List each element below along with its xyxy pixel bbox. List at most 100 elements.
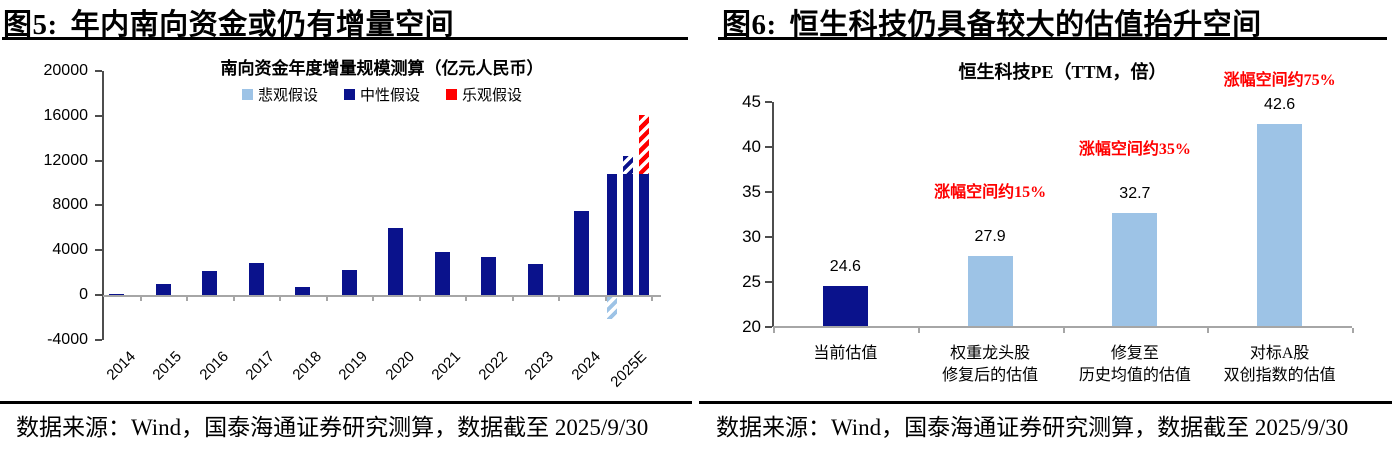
- figure6-category-label-2-line2: 修复后的估值: [942, 367, 1039, 384]
- figure6-bar-1: [822, 285, 868, 326]
- figure6-header: 图6: 恒生科技仍具备较大的估值抬升空间: [722, 1, 1262, 43]
- figure5-ytick--4000: [95, 338, 102, 341]
- figure6-x-tick-0: [773, 328, 775, 333]
- figure6-x-tick-2: [1062, 328, 1065, 333]
- figure5-bar-2017: [248, 262, 264, 295]
- figure5-legend-swatch-1: [241, 89, 253, 100]
- figure5-ytick-label-8000: 8000: [52, 196, 88, 214]
- figure6-y-axis: [772, 102, 774, 327]
- figure5-ytick-20000: [95, 70, 102, 72]
- figure5-ytick-16000: [95, 114, 102, 117]
- figure6-category-label-4-line1: 对标A股: [1249, 345, 1310, 362]
- figure6-ytick-label-35: 35: [742, 182, 761, 201]
- figure5-chart: 南向资金年度增量规模测算（亿元人民币） 悲观假设 中性假设 乐观假设 20000 1600…: [43, 59, 661, 391]
- figure5-ytick-12000: [95, 159, 102, 162]
- figure5-x-tick-6: [372, 297, 375, 301]
- figure5-bar-2021: [434, 252, 450, 295]
- figure5-bar-2016: [202, 271, 217, 295]
- figure6-panel: 图6: 恒生科技仍具备较大的估值抬升空间 恒生科技PE（TTM，倍） 45 40 35 3…: [696, 0, 1392, 453]
- figure6-ytick-20: [765, 326, 772, 328]
- figure5-ytick-8000: [95, 204, 102, 207]
- figure6-bar-value-2: 27.9: [974, 227, 1006, 245]
- figure5-x-tick-1: [139, 297, 142, 301]
- figure6-bar-value-3: 32.7: [1119, 184, 1151, 202]
- figure6-category-label-4-line2: 双创指数的估值: [1223, 367, 1336, 384]
- figure5-panel: 图5: 年内南向资金或仍有增量空间 南向资金年度增量规模测算（亿元人民币） 悲观假设…: [0, 1, 692, 440]
- figure5-bar-2014: [109, 293, 124, 295]
- figure5-header-title: 年内南向资金或仍有增量空间: [70, 9, 455, 41]
- figure5-x-axis: [103, 295, 661, 297]
- figure5-bar-2020: [388, 227, 403, 295]
- figure5-ytick-0: [95, 294, 102, 296]
- figure5-ytick-label-0: 0: [79, 286, 88, 303]
- figure6-bar-4: [1257, 123, 1303, 326]
- figure6-bar-value-1: 24.6: [829, 257, 861, 275]
- figure6-ytick-label-20: 20: [742, 317, 761, 336]
- figure6-category-label-3-line2: 历史均值的估值: [1078, 367, 1191, 384]
- figure5-ytick-4000: [95, 249, 102, 252]
- figure5-footer-rule: [0, 401, 692, 404]
- figure6-source: 数据来源：Wind，国泰海通证券研究测算，数据截至 2025/9/30: [716, 415, 1349, 440]
- figure5-legend-item-2: 中性假设: [343, 84, 420, 105]
- figure6-ytick-25: [765, 281, 772, 283]
- figure5-x-tick-5: [325, 297, 328, 301]
- figure5-header: 图5: 年内南向资金或仍有增量空间: [3, 1, 454, 43]
- figure5-bar-2025E-hatch-3: [639, 114, 649, 175]
- figure6-annotation-4: 涨幅空间约75%: [1223, 72, 1336, 89]
- figure6-header-rule: [718, 37, 1387, 40]
- figure6-x-tick-3: [1207, 328, 1210, 333]
- figure5-legend: 悲观假设 中性假设 乐观假设: [103, 84, 661, 105]
- figure5-ytick-label--4000: -4000: [47, 330, 88, 348]
- figure6-bar-2: [967, 255, 1013, 326]
- figure5-legend-swatch-3: [446, 89, 457, 100]
- figure5-bar-2024: [574, 211, 589, 295]
- figure6-x-tick-4: [1352, 328, 1354, 333]
- figure5-bar-2025E-solid-3: [639, 174, 649, 295]
- figure6-ytick-label-25: 25: [742, 272, 761, 291]
- figure5-x-tick-10: [558, 297, 561, 301]
- figure5-legend-label-1: 悲观假设: [257, 88, 318, 104]
- figure5-bar-2025E-solid-1: [607, 174, 617, 295]
- figure5-ytick-label-16000: 16000: [43, 106, 89, 124]
- figure5-x-tick-9: [511, 297, 514, 301]
- figure6-ytick-label-45: 45: [742, 92, 761, 111]
- figure5-x-tick-12: [651, 297, 654, 301]
- figure6-header-title: 恒生科技仍具备较大的估值抬升空间: [789, 9, 1262, 41]
- figure6-x-axis: [773, 326, 1352, 328]
- figure5-x-tick-11: [604, 297, 607, 301]
- figure6-chart-title: 恒生科技PE（TTM，倍）: [958, 62, 1167, 82]
- figure6-chart: 恒生科技PE（TTM，倍） 45 40 35 30 25 20 24.6 当前估值 27.9 权重龙…: [696, 0, 1392, 453]
- figure5-bar-2025E-solid-2: [623, 174, 633, 295]
- figure6-footer-rule: [699, 401, 1392, 404]
- figure6-ytick-35: [765, 191, 772, 193]
- figure5-x-tick-4: [279, 297, 282, 301]
- figure6-x-tick-1: [917, 328, 920, 333]
- figure5-x-tick-2: [186, 297, 189, 301]
- figure5-ytick-label-20000: 20000: [43, 62, 89, 79]
- figure6-number: 图6:: [722, 9, 777, 41]
- figure5-ytick-label-4000: 4000: [52, 241, 88, 259]
- figure5-bar-2015: [155, 283, 171, 295]
- figure6-category-label-2-line1: 权重龙头股: [950, 345, 1031, 362]
- figure5-header-rule: [2, 37, 688, 40]
- figure5-ytick-label-12000: 12000: [43, 151, 89, 169]
- figure6-ytick-30: [765, 236, 772, 238]
- figure6-annotation-2: 涨幅空间约15%: [934, 183, 1047, 201]
- figure6-category-label-1-line1: 当前估值: [813, 345, 878, 362]
- figure5-legend-item-3: 乐观假设: [446, 84, 522, 105]
- figure5-number: 图5:: [3, 9, 58, 41]
- figure5-bar-2019: [341, 270, 357, 295]
- figure5-bar-2025E-hatch-1: [607, 297, 617, 320]
- figure5-x-tick-8: [465, 297, 468, 301]
- figure5-bar-2018: [295, 287, 310, 295]
- figure6-bar-value-4: 42.6: [1264, 95, 1296, 113]
- figure6-ytick-40: [765, 146, 772, 148]
- figure6-ytick-label-40: 40: [742, 137, 761, 156]
- figure5-bar-2023: [527, 263, 543, 295]
- figure5-bar-2022: [481, 256, 496, 295]
- figure5-chart-title: 南向资金年度增量规模测算（亿元人民币）: [220, 59, 544, 78]
- figure6-ytick-45: [765, 101, 772, 103]
- figure5-legend-swatch-2: [343, 89, 355, 100]
- figure5-legend-item-1: 悲观假设: [241, 84, 318, 105]
